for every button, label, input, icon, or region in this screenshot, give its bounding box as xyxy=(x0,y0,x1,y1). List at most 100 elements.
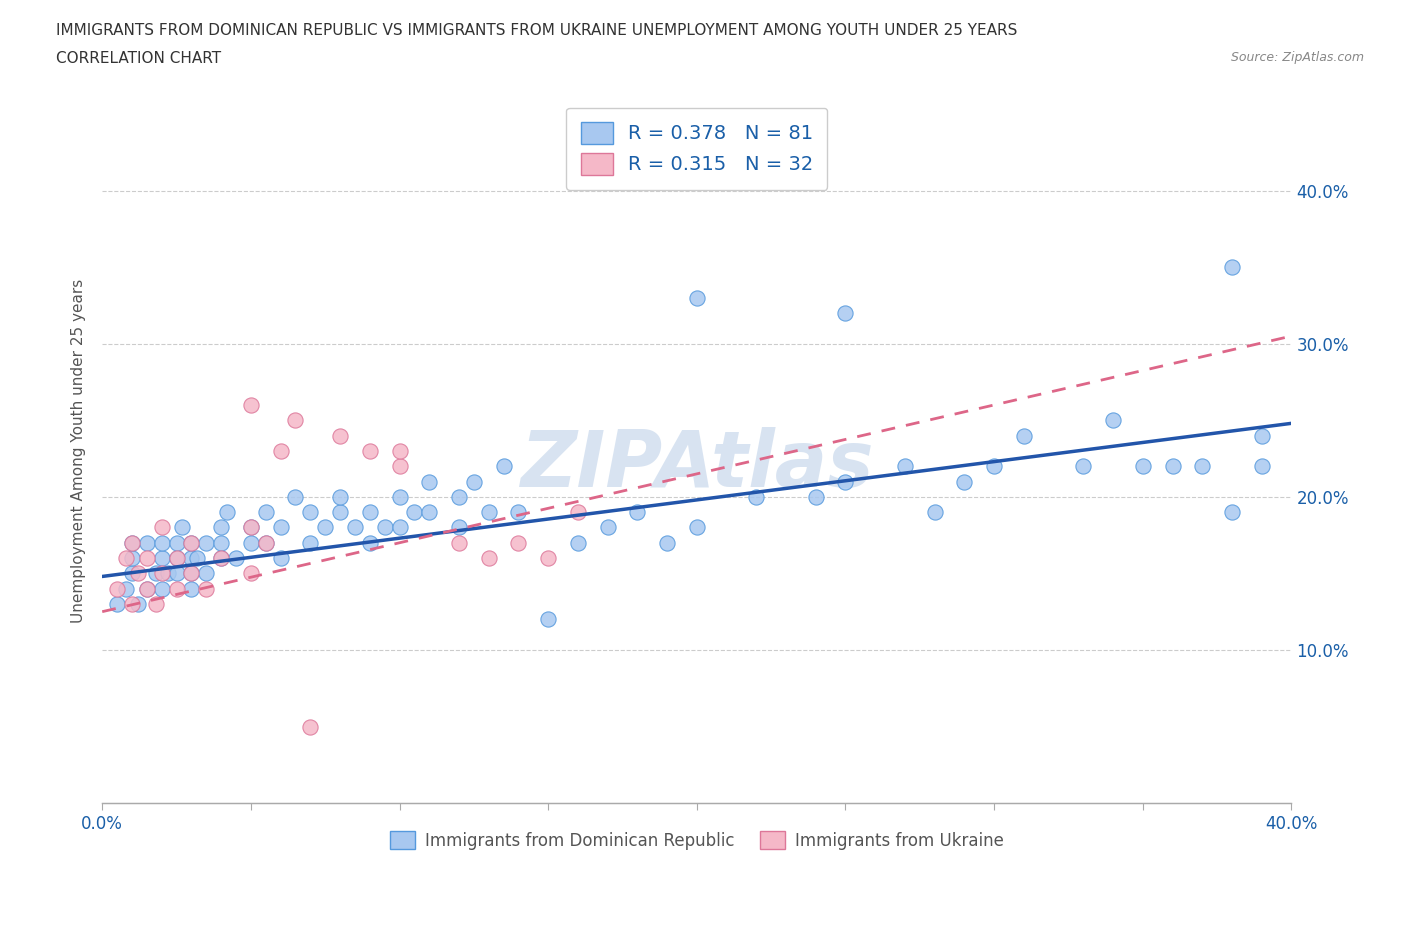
Point xyxy=(894,458,917,473)
Point xyxy=(508,536,530,551)
Point xyxy=(1250,458,1272,473)
Point xyxy=(254,536,277,551)
Point xyxy=(508,505,530,520)
Point xyxy=(195,581,218,596)
Point xyxy=(537,551,560,565)
Point xyxy=(180,566,202,581)
Point xyxy=(166,581,188,596)
Point xyxy=(567,536,589,551)
Point xyxy=(186,551,208,565)
Point xyxy=(166,536,188,551)
Point xyxy=(834,474,856,489)
Point xyxy=(284,413,307,428)
Point xyxy=(180,536,202,551)
Point xyxy=(626,505,648,520)
Point xyxy=(388,520,411,535)
Point xyxy=(127,596,149,611)
Point xyxy=(121,566,143,581)
Point xyxy=(329,489,352,504)
Point xyxy=(537,612,560,627)
Point xyxy=(121,551,143,565)
Point xyxy=(478,551,501,565)
Point xyxy=(209,551,232,565)
Point xyxy=(447,489,470,504)
Point xyxy=(463,474,485,489)
Point xyxy=(983,458,1005,473)
Point xyxy=(418,505,440,520)
Point xyxy=(834,306,856,321)
Point xyxy=(254,505,277,520)
Point xyxy=(105,596,128,611)
Point xyxy=(195,536,218,551)
Point xyxy=(686,290,709,305)
Point xyxy=(195,566,218,581)
Point xyxy=(135,581,157,596)
Point xyxy=(1102,413,1125,428)
Point xyxy=(115,581,138,596)
Point xyxy=(284,489,307,504)
Text: ZIPAtlas: ZIPAtlas xyxy=(520,427,873,503)
Point xyxy=(374,520,396,535)
Point xyxy=(135,551,157,565)
Point xyxy=(418,474,440,489)
Point xyxy=(388,458,411,473)
Point xyxy=(329,428,352,443)
Point xyxy=(121,596,143,611)
Text: CORRELATION CHART: CORRELATION CHART xyxy=(56,51,221,66)
Point xyxy=(209,551,232,565)
Point xyxy=(299,505,322,520)
Point xyxy=(180,581,202,596)
Point xyxy=(166,551,188,565)
Point xyxy=(180,536,202,551)
Point xyxy=(1073,458,1095,473)
Point xyxy=(254,536,277,551)
Point xyxy=(1220,259,1243,274)
Point xyxy=(270,551,292,565)
Point xyxy=(150,536,173,551)
Point xyxy=(166,551,188,565)
Point xyxy=(1250,428,1272,443)
Point xyxy=(686,520,709,535)
Point xyxy=(804,489,827,504)
Point xyxy=(1132,458,1154,473)
Point xyxy=(217,505,239,520)
Point xyxy=(1012,428,1035,443)
Point xyxy=(299,719,322,734)
Point xyxy=(115,551,138,565)
Point xyxy=(924,505,946,520)
Text: IMMIGRANTS FROM DOMINICAN REPUBLIC VS IMMIGRANTS FROM UKRAINE UNEMPLOYMENT AMONG: IMMIGRANTS FROM DOMINICAN REPUBLIC VS IM… xyxy=(56,23,1018,38)
Point xyxy=(953,474,976,489)
Point xyxy=(239,520,262,535)
Point xyxy=(135,581,157,596)
Point xyxy=(1220,505,1243,520)
Point xyxy=(270,520,292,535)
Point xyxy=(492,458,515,473)
Point xyxy=(359,536,381,551)
Point xyxy=(655,536,678,551)
Point xyxy=(239,536,262,551)
Point xyxy=(314,520,336,535)
Y-axis label: Unemployment Among Youth under 25 years: Unemployment Among Youth under 25 years xyxy=(72,279,86,623)
Point xyxy=(239,566,262,581)
Point xyxy=(329,505,352,520)
Point xyxy=(135,536,157,551)
Point xyxy=(359,444,381,458)
Point xyxy=(105,581,128,596)
Point xyxy=(209,536,232,551)
Point xyxy=(150,551,173,565)
Point xyxy=(121,536,143,551)
Point xyxy=(388,444,411,458)
Point xyxy=(299,536,322,551)
Legend: Immigrants from Dominican Republic, Immigrants from Ukraine: Immigrants from Dominican Republic, Immi… xyxy=(382,823,1012,858)
Point xyxy=(447,520,470,535)
Point xyxy=(121,536,143,551)
Point xyxy=(209,520,232,535)
Point xyxy=(145,596,167,611)
Point xyxy=(270,444,292,458)
Point xyxy=(596,520,619,535)
Point xyxy=(478,505,501,520)
Point xyxy=(150,581,173,596)
Point xyxy=(745,489,768,504)
Point xyxy=(166,566,188,581)
Text: Source: ZipAtlas.com: Source: ZipAtlas.com xyxy=(1230,51,1364,64)
